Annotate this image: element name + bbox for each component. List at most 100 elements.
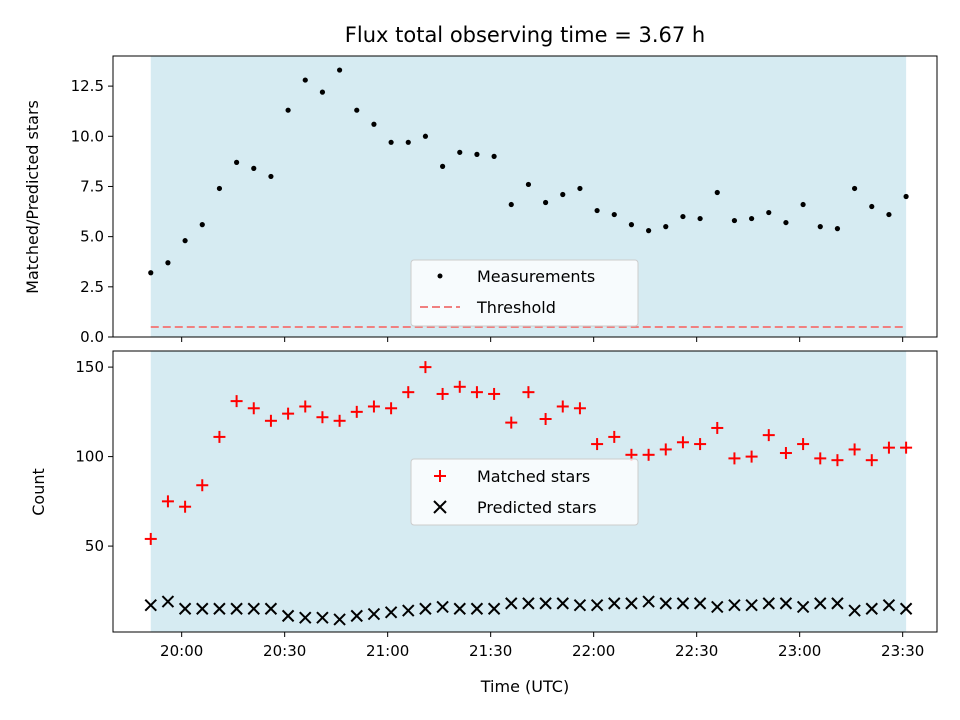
predicted-stars-point	[625, 597, 638, 610]
top-legend-box	[410, 259, 639, 327]
predicted-stars-point	[882, 598, 896, 612]
bottom-x-tick-label: 20:30	[263, 642, 306, 660]
matched-stars-point	[505, 416, 518, 429]
predicted-stars-point	[899, 602, 913, 615]
matched-stars-point	[402, 386, 415, 399]
measurement-point	[560, 191, 566, 198]
predicted-stars-point	[333, 613, 346, 626]
predicted-stars-point	[247, 602, 260, 615]
measurement-point	[354, 107, 360, 113]
measurement-point	[577, 185, 583, 192]
predicted-stars-point	[539, 597, 552, 610]
top-panel-frame	[112, 55, 938, 338]
top-y-tick-label: 5.0	[80, 228, 104, 246]
matched-stars-point	[573, 402, 586, 415]
measurement-point	[817, 224, 823, 230]
matched-stars-point	[797, 438, 810, 451]
matched-stars-point	[900, 441, 913, 454]
matched-stars-point	[676, 436, 689, 449]
predicted-stars-point	[556, 597, 569, 610]
predicted-stars-point	[299, 611, 312, 624]
predicted-stars-point	[196, 602, 209, 615]
measurement-point	[440, 163, 446, 169]
matched-stars-point	[556, 400, 569, 413]
matched-stars-point	[436, 387, 449, 400]
predicted-stars-point	[573, 598, 587, 612]
measurement-point	[199, 222, 205, 228]
predicted-stars-point	[316, 611, 329, 624]
figure-title: Flux total observing time = 3.67 h	[345, 23, 705, 47]
predicted-stars-point	[436, 600, 449, 614]
legend-predicted-label: Predicted stars	[477, 498, 597, 517]
measurement-point	[165, 260, 171, 266]
bottom-x-tick-label: 23:00	[778, 642, 821, 660]
top-y-tick-label: 10.0	[71, 127, 104, 145]
top-panel: 0.0 2.5 5.0 7.5 10.0 12.5 Matched/Predicted s…	[23, 55, 938, 346]
predicted-stars-point	[608, 597, 621, 610]
matched-stars-point	[608, 430, 621, 443]
top-y-tick-label: 12.5	[71, 77, 104, 95]
legend-measurements-marker	[437, 273, 443, 279]
matched-stars-point	[299, 400, 312, 413]
top-y-axis-label: Matched/Predicted stars	[23, 100, 42, 294]
top-y-tick-label: 7.5	[80, 177, 104, 195]
predicted-stars-point	[848, 604, 861, 617]
predicted-stars-point	[779, 597, 793, 610]
predicted-stars-point	[522, 597, 535, 610]
matched-stars-point	[179, 500, 192, 513]
legend-predicted-marker	[433, 500, 447, 514]
predicted-stars-point	[796, 600, 810, 614]
matched-stars-point	[196, 479, 209, 492]
measurement-point	[148, 270, 154, 276]
measurement-point	[268, 173, 274, 180]
measurement-point	[886, 211, 892, 218]
bottom-y-tick-label: 150	[75, 358, 104, 376]
measurement-point	[319, 89, 326, 95]
bottom-legend: Matched stars Predicted stars	[410, 458, 639, 526]
measurement-point	[766, 209, 772, 216]
measurement-point	[371, 121, 377, 127]
measurement-point	[251, 165, 257, 171]
bottom-x-tick-label: 22:00	[572, 642, 615, 660]
predicted-stars-point	[161, 595, 175, 608]
predicted-stars-point	[281, 609, 295, 623]
measurement-point	[234, 159, 240, 165]
predicted-stars-point	[230, 602, 243, 615]
predicted-stars-point	[367, 607, 381, 621]
predicted-stars-point	[384, 606, 398, 619]
measurement-point	[525, 181, 532, 188]
bottom-x-tick-label: 21:30	[469, 642, 512, 660]
measurement-point	[611, 211, 617, 218]
matched-stars-point	[230, 395, 243, 408]
measurement-point	[285, 107, 291, 113]
predicted-stars-point	[762, 597, 775, 610]
measurement-point	[628, 222, 635, 228]
matched-stars-point	[282, 407, 295, 420]
measurement-point	[337, 67, 343, 73]
predicted-stars-point	[745, 598, 758, 612]
predicted-stars-point	[419, 602, 432, 615]
matched-stars-point	[591, 438, 604, 451]
matched-stars-point	[264, 414, 277, 427]
predicted-stars-point	[590, 598, 604, 612]
predicted-stars-point	[831, 597, 844, 610]
matched-stars-point	[694, 438, 707, 451]
measurement-point	[182, 238, 188, 244]
matched-stars-point	[350, 405, 363, 418]
predicted-stars-point	[676, 597, 690, 610]
measurement-point	[903, 193, 909, 200]
matched-stars-point	[385, 402, 398, 415]
predicted-stars-point	[144, 598, 157, 612]
predicted-stars-point	[350, 609, 363, 623]
bottom-y-tick-label: 50	[85, 537, 104, 555]
legend-matched-label: Matched stars	[477, 467, 590, 486]
predicted-stars-point	[814, 597, 827, 610]
measurement-point	[491, 153, 497, 159]
matched-stars-point	[779, 447, 792, 460]
matched-stars-point	[144, 532, 157, 545]
measurement-point	[646, 228, 652, 234]
measurement-point	[388, 139, 394, 145]
measurement-point	[800, 201, 806, 208]
matched-stars-point	[419, 361, 432, 374]
